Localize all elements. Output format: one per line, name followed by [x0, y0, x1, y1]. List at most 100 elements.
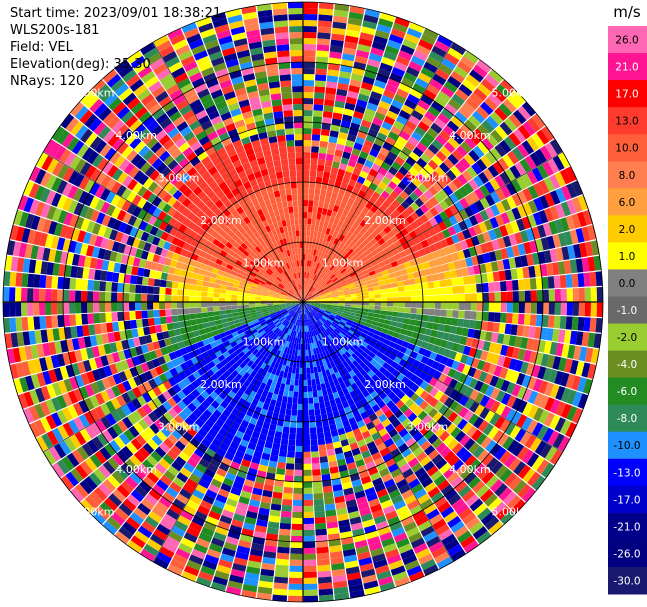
velocity-gate — [264, 51, 277, 59]
velocity-gate — [172, 553, 188, 565]
velocity-gate — [413, 50, 428, 62]
velocity-gate — [378, 126, 390, 137]
velocity-gate — [257, 328, 265, 334]
velocity-gate — [402, 38, 418, 50]
velocity-gate — [262, 334, 269, 341]
velocity-gate — [415, 421, 426, 432]
velocity-gate — [259, 574, 274, 583]
velocity-gate — [186, 499, 200, 511]
velocity-gate — [104, 497, 118, 512]
velocity-gate — [223, 272, 231, 278]
velocity-gate — [296, 164, 303, 171]
velocity-gate — [295, 285, 299, 292]
velocity-gate — [306, 236, 310, 243]
velocity-gate — [279, 528, 291, 536]
velocity-gate — [399, 404, 409, 414]
velocity-gate — [236, 238, 244, 246]
velocity-gate — [326, 521, 339, 529]
velocity-gate — [511, 313, 519, 325]
velocity-gate — [159, 474, 173, 487]
velocity-gate — [309, 254, 313, 261]
velocity-gate — [303, 164, 310, 171]
velocity-gate — [310, 152, 319, 159]
velocity-gate — [182, 162, 194, 173]
velocity-gate — [84, 94, 99, 109]
velocity-gate — [309, 311, 314, 318]
velocity-gate — [142, 403, 153, 415]
velocity-gate — [432, 411, 443, 423]
velocity-gate — [514, 359, 524, 373]
velocity-gate — [100, 174, 112, 188]
velocity-gate — [293, 391, 299, 398]
velocity-gate — [282, 498, 293, 506]
velocity-gate — [390, 336, 399, 344]
velocity-gate — [522, 388, 533, 402]
velocity-gate — [265, 57, 278, 65]
velocity-gate — [232, 252, 240, 260]
velocity-gate — [296, 421, 303, 428]
velocity-gate — [111, 385, 122, 397]
velocity-gate — [457, 530, 472, 544]
velocity-gate — [363, 455, 374, 465]
velocity-gate — [256, 261, 263, 268]
velocity-gate — [115, 252, 124, 263]
velocity-gate — [197, 442, 208, 453]
velocity-gate — [151, 434, 163, 446]
velocity-gate — [293, 475, 303, 482]
velocity-gate — [587, 363, 597, 380]
velocity-gate — [346, 134, 357, 143]
velocity-gate — [443, 450, 456, 463]
velocity-gate — [502, 491, 517, 506]
velocity-gate — [260, 257, 267, 264]
velocity-gate — [328, 417, 336, 426]
velocity-gate — [194, 418, 205, 428]
velocity-gate — [232, 513, 246, 523]
velocity-gate — [314, 372, 320, 380]
velocity-gate — [398, 333, 406, 341]
velocity-gate — [113, 331, 121, 342]
velocity-gate — [363, 14, 379, 24]
velocity-gate — [303, 421, 310, 428]
velocity-gate — [389, 72, 403, 83]
velocity-gate — [340, 346, 348, 354]
velocity-gate — [289, 384, 295, 392]
velocity-gate — [244, 79, 257, 88]
velocity-gate — [507, 495, 522, 510]
velocity-gate — [312, 128, 321, 135]
velocity-gate — [333, 15, 348, 24]
velocity-gate — [387, 414, 398, 424]
velocity-gate — [39, 401, 51, 417]
velocity-gate — [100, 355, 109, 367]
velocity-gate — [396, 505, 409, 516]
velocity-gate — [281, 279, 287, 285]
velocity-gate — [307, 379, 312, 386]
velocity-gate — [444, 386, 454, 397]
velocity-gate — [333, 441, 342, 449]
velocity-gate — [231, 407, 240, 417]
velocity-gate — [333, 586, 349, 595]
velocity-gate — [285, 300, 292, 302]
velocity-gate — [453, 525, 469, 539]
velocity-gate — [283, 207, 289, 214]
velocity-gate — [303, 200, 309, 207]
velocity-gate — [240, 458, 251, 468]
velocity-gate — [320, 251, 325, 259]
velocity-gate — [332, 330, 339, 336]
velocity-gate — [50, 235, 60, 250]
velocity-gate — [66, 339, 75, 352]
velocity-gate — [538, 409, 550, 425]
velocity-gate — [317, 244, 322, 251]
velocity-gate — [51, 177, 63, 192]
velocity-gate — [368, 498, 380, 508]
velocity-gate — [376, 132, 388, 142]
velocity-gate — [173, 374, 183, 384]
velocity-gate — [343, 450, 353, 459]
velocity-gate — [34, 403, 46, 419]
velocity-gate — [291, 68, 303, 75]
velocity-gate — [286, 237, 291, 245]
velocity-gate — [39, 302, 46, 316]
velocity-gate — [331, 309, 338, 314]
velocity-gate — [77, 337, 86, 349]
velocity-gate — [287, 243, 292, 250]
velocity-gate — [307, 331, 311, 338]
